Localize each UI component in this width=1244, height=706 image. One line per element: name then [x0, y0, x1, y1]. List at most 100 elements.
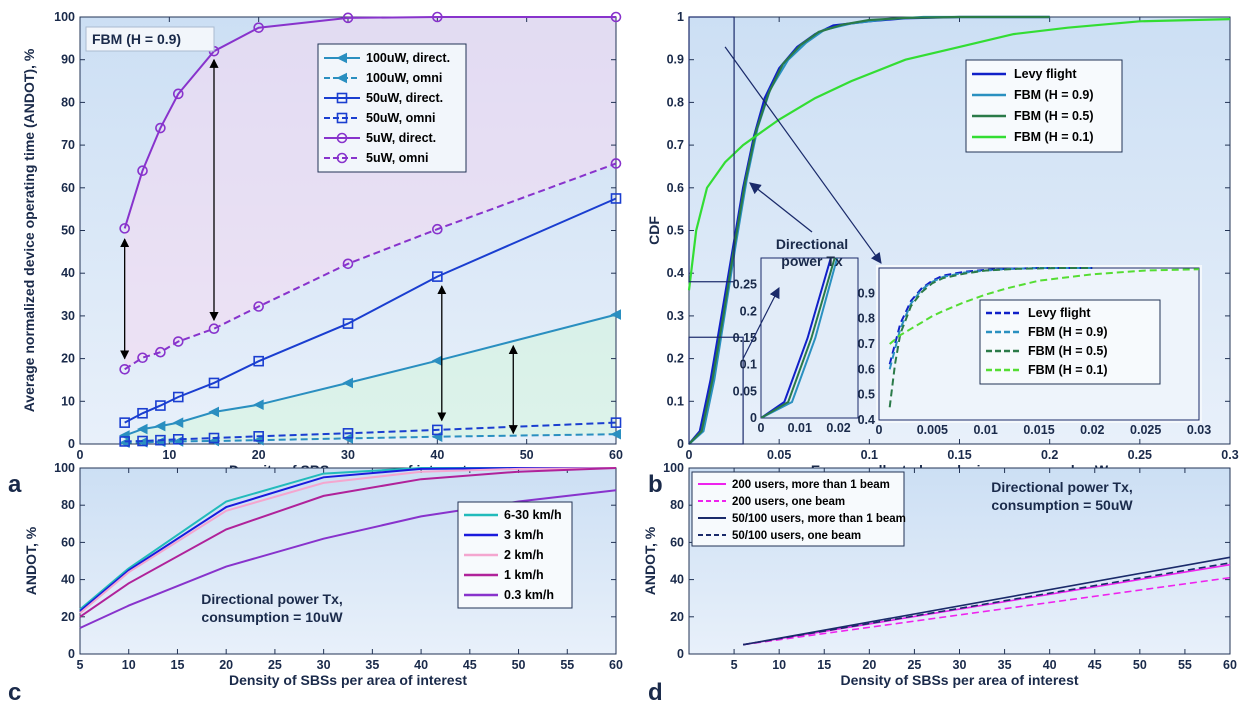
- legend-label: FBM (H = 0.1): [1028, 363, 1108, 377]
- data-point: [136, 423, 148, 435]
- data-point: [342, 377, 353, 389]
- y-tick-label: 40: [61, 266, 75, 280]
- y-axis-label: ANDOT, %: [23, 526, 39, 595]
- y-tick-label: 30: [61, 309, 75, 323]
- inset-zoom-y-tick: 0.05: [733, 384, 757, 398]
- annotation-line1: Directional power Tx,: [201, 591, 343, 607]
- data-point: [342, 428, 354, 439]
- legend-label: 100uW, direct.: [366, 51, 450, 65]
- data-point: [155, 122, 166, 134]
- annotation-line2: consumption = 50uW: [991, 497, 1133, 513]
- inset-zoom-frame: [760, 257, 859, 419]
- zoom-arrow-top: [724, 46, 882, 264]
- legend-label: 50/100 users, more than 1 beam: [732, 513, 906, 525]
- y-tick-label: 100: [54, 10, 75, 24]
- y-tick-label: 80: [61, 498, 75, 512]
- y-tick-label: 0: [68, 437, 75, 451]
- y-tick-label: 40: [61, 573, 75, 587]
- legend-label: 5uW, omni: [366, 151, 429, 165]
- inset-zoom-y-tick: 0.2: [740, 304, 757, 318]
- legend-label: 200 users, one beam: [732, 496, 845, 508]
- zoom-region-bottom: [688, 336, 744, 445]
- x-tick-label: 40: [414, 658, 428, 672]
- inset-zoom-series-2: [761, 258, 836, 418]
- legend-label: 3 km/h: [504, 528, 544, 542]
- data-point: [432, 424, 443, 436]
- x-tick-label: 30: [317, 658, 331, 672]
- panel-d-chart: 5 10 15 20 25 30 35 40 45 50 55 60 0 20 40 60 80 100 Densi…: [642, 461, 1237, 688]
- y-tick-label: 20: [670, 610, 684, 624]
- x-tick-label: 40: [430, 448, 444, 462]
- x-tick-label: 0: [686, 448, 693, 462]
- y-axis-label: CDF: [646, 216, 662, 245]
- x-axis-label: Density of SBSs per area of interest: [840, 672, 1078, 688]
- legend-label: 100uW, omni: [366, 71, 442, 85]
- x-tick-label: 25: [907, 658, 921, 672]
- x-tick-label: 15: [817, 658, 831, 672]
- zoom-arrow-bottom: [742, 287, 780, 359]
- legend-label: 0.3 km/h: [504, 588, 554, 602]
- legend-label: 50uW, direct.: [366, 91, 443, 105]
- data-point: [155, 434, 166, 446]
- y-tick-label: 0.5: [667, 224, 684, 238]
- y-tick-label: 0.8: [667, 95, 684, 109]
- legend-label: FBM (H = 0.5): [1014, 109, 1094, 123]
- x-tick-label: 20: [862, 658, 876, 672]
- legend-label: 6-30 km/h: [504, 508, 562, 522]
- inset-omni-x-tick: 0.03: [1187, 423, 1211, 437]
- inset-zoom-lines: [761, 258, 839, 418]
- data-point: [172, 417, 184, 428]
- data-point: [172, 391, 184, 403]
- x-tick-label: 50: [520, 448, 534, 462]
- data-point: [155, 346, 166, 358]
- data-point: [119, 363, 130, 375]
- inset-zoom-y-tick: 0.15: [733, 331, 757, 345]
- inset-zoom-x-tick: 0.02: [826, 421, 850, 435]
- x-tick-label: 0: [77, 448, 84, 462]
- inset-omni-x-tick: 0: [876, 423, 883, 437]
- plot-frame-c: [79, 467, 617, 655]
- data-point: [342, 318, 354, 329]
- x-tick-label: 60: [609, 448, 623, 462]
- annotation-line2: consumption = 10uW: [201, 609, 343, 625]
- legend-label: 1 km/h: [504, 568, 544, 582]
- inset-omni-x-tick: 0.005: [917, 423, 948, 437]
- series-line-2: [124, 197, 617, 424]
- legend-label: Levy flight: [1028, 306, 1091, 320]
- data-point: [119, 436, 130, 447]
- x-tick-label: 0.3: [1221, 448, 1238, 462]
- series-line-5: [124, 162, 617, 371]
- data-point: [253, 431, 264, 442]
- panel-d-letter: d: [648, 679, 663, 706]
- legend-label: Levy flight: [1014, 67, 1077, 81]
- x-tick-label: 0.15: [947, 448, 971, 462]
- x-tick-label: 0.1: [861, 448, 878, 462]
- y-tick-label: 0.2: [667, 352, 684, 366]
- inset-omni-series-0: [888, 267, 1093, 365]
- data-point: [208, 377, 220, 389]
- legend-label: FBM (H = 0.9): [1014, 88, 1094, 102]
- y-tick-label: 60: [61, 181, 75, 195]
- legend-label: 5uW, direct.: [366, 131, 436, 145]
- data-point: [610, 158, 622, 169]
- legend-label: FBM (H = 0.1): [1014, 130, 1094, 144]
- legend-marker: [336, 132, 348, 144]
- inset-omni-y-tick: 0.4: [858, 413, 875, 427]
- x-tick-label: 45: [463, 658, 477, 672]
- inset-omni-y-tick: 0.6: [858, 362, 875, 376]
- annotation-text: FBM (H = 0.9): [92, 31, 181, 47]
- data-point: [208, 406, 219, 418]
- data-point: [610, 428, 621, 440]
- data-point: [172, 88, 184, 100]
- inset-omni-y-tick: 0.5: [858, 388, 875, 402]
- series-line-2: [688, 15, 1050, 445]
- inset-omni-series-3: [889, 268, 1200, 345]
- data-point: [342, 258, 354, 270]
- panel-a-chart: 01020304050600102030405060708090100Densi…: [21, 10, 623, 478]
- x-tick-label: 25: [268, 658, 282, 672]
- annotation-line2: power Tx: [781, 253, 843, 269]
- y-tick-label: 0.4: [667, 266, 684, 280]
- data-point: [137, 165, 148, 177]
- x-tick-label: 10: [122, 658, 136, 672]
- x-tick-label: 0.2: [1041, 448, 1058, 462]
